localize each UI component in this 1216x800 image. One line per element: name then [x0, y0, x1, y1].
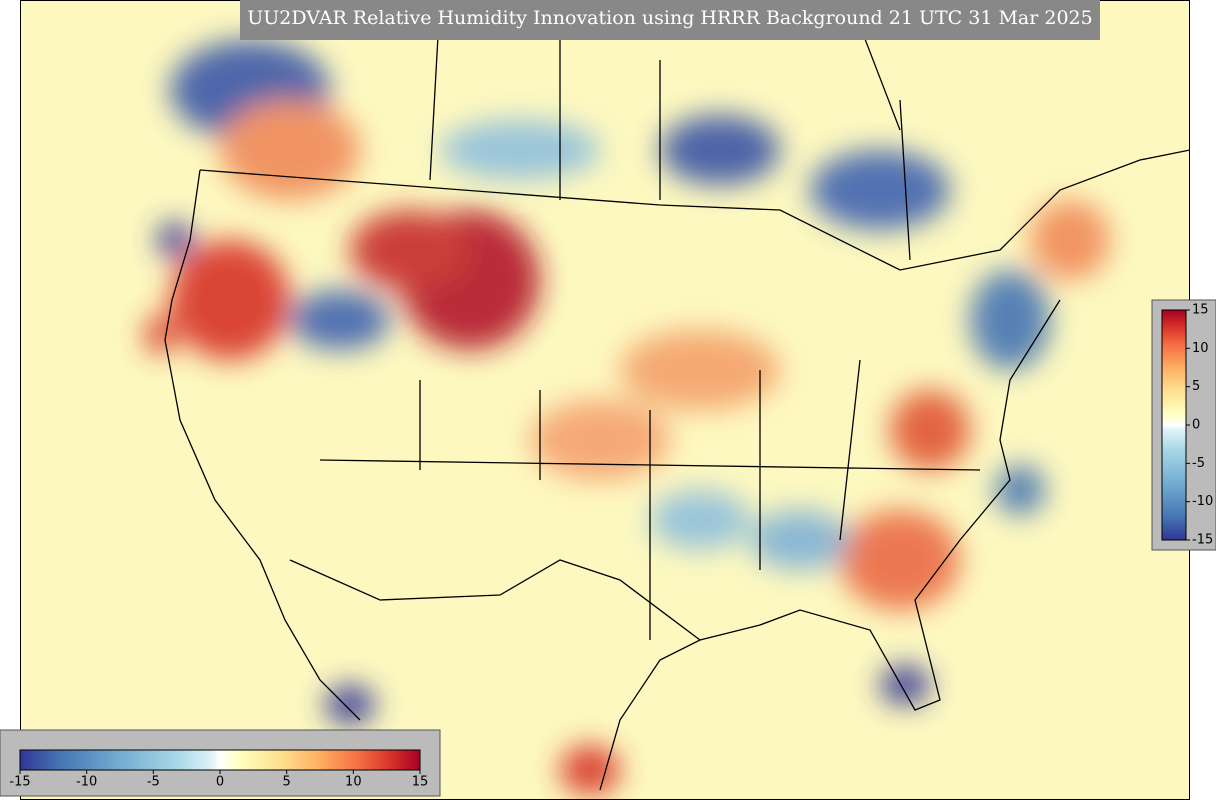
title-box — [240, 0, 1100, 40]
tick-label: 15 — [1192, 303, 1209, 318]
boundaries — [164, 0, 1190, 791]
tick-label: 0 — [1192, 418, 1200, 433]
tick-label: -15 — [9, 775, 30, 790]
tick-label: -10 — [1192, 494, 1213, 509]
tick-label: -5 — [1192, 456, 1205, 471]
tick-label: 0 — [216, 775, 224, 790]
tick-label: 5 — [1192, 379, 1200, 394]
vertical-colorbar: 15 10 5 0 -5 -10 -15 — [1151, 299, 1216, 551]
horizontal-colorbar: -15 -10 -5 0 5 10 15 — [0, 729, 441, 797]
tick-label: 15 — [412, 775, 429, 790]
tick-label: -15 — [1192, 533, 1213, 548]
analysis-field — [20, 0, 1190, 800]
tick-label: 10 — [1192, 341, 1209, 356]
innovation-blobs — [145, 40, 1110, 795]
tick-label: -10 — [76, 775, 97, 790]
colorbar — [19, 749, 421, 771]
colorbar — [1161, 309, 1187, 541]
tick-label: 5 — [283, 775, 291, 790]
tick-label: -5 — [147, 775, 160, 790]
title: UU2DVAR Relative Humidity Innovation usi… — [247, 7, 1092, 29]
tick-label: 10 — [345, 775, 362, 790]
